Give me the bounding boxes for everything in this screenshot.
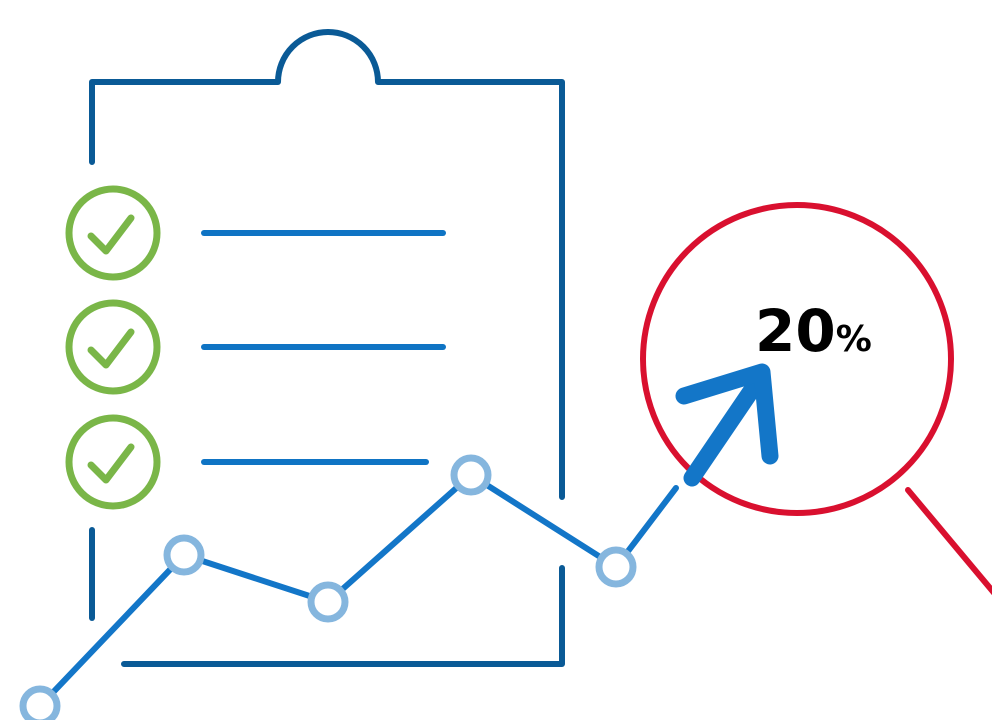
checklist-item bbox=[65, 414, 429, 510]
up-right-arrow-icon bbox=[675, 363, 779, 487]
checklist-item bbox=[65, 299, 446, 395]
trend-line bbox=[37, 472, 679, 709]
check-circle-icon bbox=[65, 414, 161, 510]
arrow-shaft bbox=[683, 366, 771, 487]
clipboard-outline-bottom bbox=[121, 565, 565, 667]
check-mark-icon bbox=[87, 328, 135, 369]
percentage-unit: % bbox=[836, 319, 872, 360]
line-chart-icon bbox=[19, 454, 679, 720]
trend-point bbox=[163, 534, 205, 576]
percentage-number: 20 bbox=[755, 297, 836, 365]
clipboard-outline-top bbox=[89, 29, 565, 500]
arrow-head bbox=[675, 363, 779, 465]
trend-point bbox=[595, 546, 637, 588]
checklist bbox=[65, 185, 446, 510]
checklist-item bbox=[65, 185, 446, 281]
trend-point bbox=[307, 581, 349, 623]
check-circle-icon bbox=[65, 299, 161, 395]
clipboard-icon bbox=[89, 29, 565, 667]
trend-point bbox=[19, 685, 61, 720]
check-mark-icon bbox=[87, 214, 135, 255]
trend-point bbox=[450, 454, 492, 496]
magnifier-lens bbox=[640, 202, 954, 516]
magnifier-handle bbox=[905, 487, 992, 596]
check-mark-icon bbox=[87, 443, 135, 484]
check-circle-icon bbox=[65, 185, 161, 281]
magnifier-icon bbox=[640, 202, 992, 596]
percentage-label: 20% bbox=[755, 297, 872, 365]
